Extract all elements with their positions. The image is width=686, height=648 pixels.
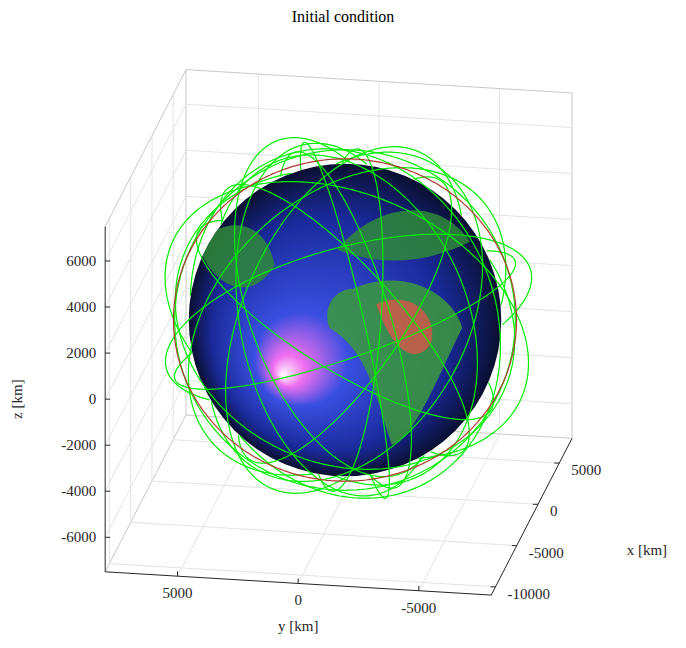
svg-text:0: 0 <box>550 503 558 519</box>
svg-text:-6000: -6000 <box>61 529 96 545</box>
svg-text:-5000: -5000 <box>529 545 564 561</box>
svg-text:6000: 6000 <box>66 253 96 269</box>
svg-text:5000: 5000 <box>163 585 193 601</box>
svg-text:-10000: -10000 <box>507 586 550 602</box>
svg-text:-5000: -5000 <box>401 600 436 616</box>
svg-text:0: 0 <box>89 391 97 407</box>
svg-text:5000: 5000 <box>571 462 601 478</box>
svg-text:-4000: -4000 <box>61 483 96 499</box>
svg-text:2000: 2000 <box>66 345 96 361</box>
svg-text:y [km]: y [km] <box>278 618 318 634</box>
svg-text:Initial condition: Initial condition <box>292 8 395 25</box>
svg-text:z [km]: z [km] <box>9 379 25 419</box>
svg-text:4000: 4000 <box>66 299 96 315</box>
svg-text:-2000: -2000 <box>61 437 96 453</box>
svg-text:x [km]: x [km] <box>627 542 667 558</box>
svg-text:0: 0 <box>294 592 302 608</box>
